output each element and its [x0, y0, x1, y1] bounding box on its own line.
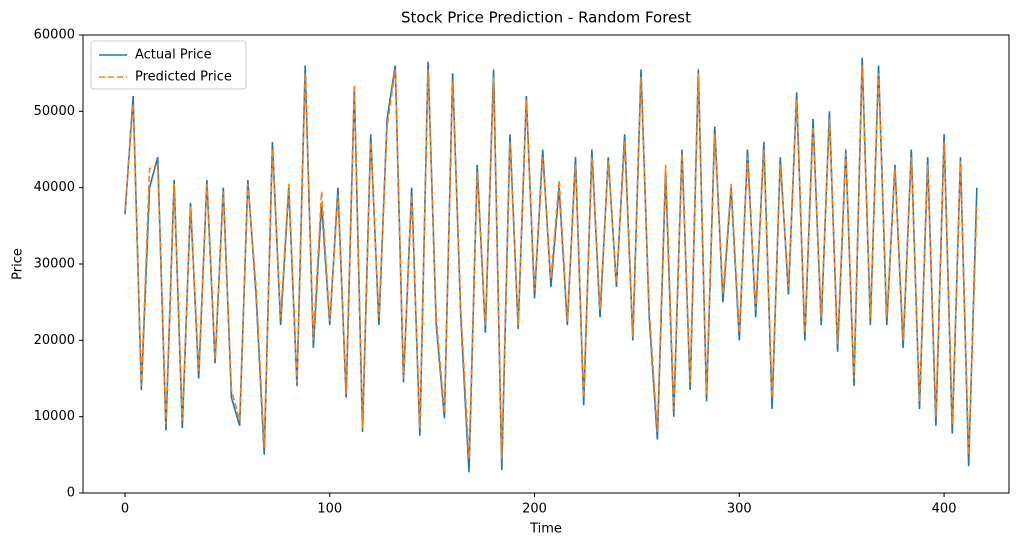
x-tick-label: 100	[317, 502, 342, 517]
x-tick-label: 400	[932, 502, 957, 517]
y-tick-label: 30000	[34, 257, 75, 272]
y-axis-label: Price	[11, 248, 26, 280]
series-line	[124, 57, 978, 473]
legend-box	[90, 40, 247, 90]
y-tick-label: 20000	[34, 333, 75, 348]
x-tick-label: 200	[522, 502, 547, 517]
chart-title: Stock Price Prediction - Random Forest	[401, 9, 691, 27]
legend-label: Actual Price	[135, 48, 212, 63]
plot-frame	[82, 34, 1010, 494]
x-tick-label: 300	[727, 502, 752, 517]
y-tick-label: 60000	[34, 28, 75, 43]
x-tick-label: 0	[121, 502, 129, 517]
y-tick-label: 50000	[34, 104, 75, 119]
legend-label: Predicted Price	[135, 70, 232, 85]
x-axis-label: Time	[529, 522, 562, 537]
y-tick-label: 40000	[34, 180, 75, 195]
y-tick-label: 0	[67, 486, 75, 501]
y-tick-label: 10000	[34, 409, 75, 424]
series-line	[124, 65, 978, 459]
